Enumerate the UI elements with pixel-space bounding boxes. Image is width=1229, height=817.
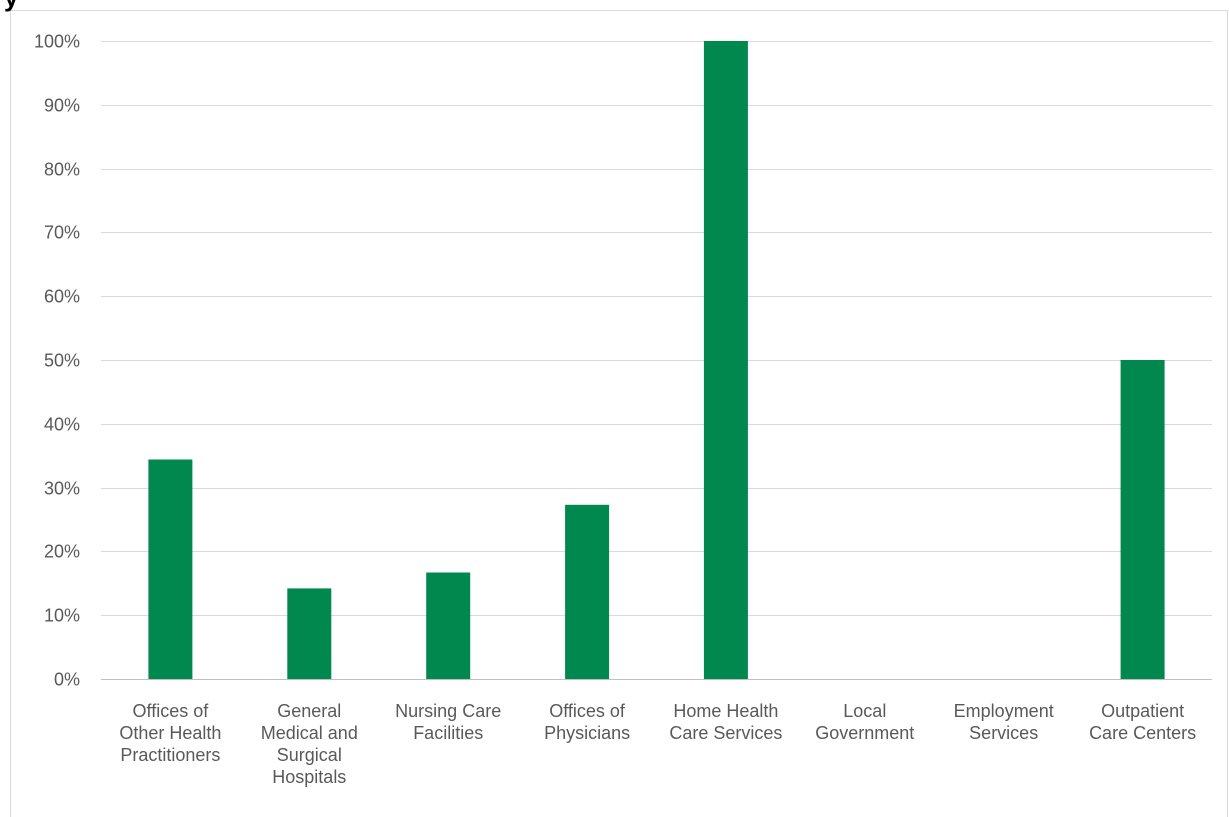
y-tick-label: 70% <box>44 223 80 243</box>
bar <box>148 459 193 679</box>
x-tick-label-line: Facilities <box>413 723 483 743</box>
x-tick-label: Offices of Physicians <box>544 701 630 743</box>
x-tick-label-line: Outpatient <box>1101 701 1184 721</box>
x-tick-label-line: Care Services <box>669 723 782 743</box>
x-tick-label-line: Services <box>969 723 1038 743</box>
x-tick-label: Offices of Other Health Practitioners <box>119 701 221 765</box>
x-tick-label: Local Government <box>815 701 914 743</box>
y-tick-label: 90% <box>44 96 80 116</box>
x-tick-label-line: Home Health <box>673 701 778 721</box>
bar <box>703 41 748 679</box>
bars <box>148 41 1165 679</box>
x-tick-label-line: Medical and <box>261 723 358 743</box>
y-tick-label: 80% <box>44 160 80 180</box>
x-tick-label-line: Surgical <box>277 745 342 765</box>
x-tick-label-line: Practitioners <box>120 745 220 765</box>
x-tick-label: Home Health Care Services <box>669 701 782 743</box>
x-tick-label-line: Offices of <box>549 701 626 721</box>
bar <box>426 572 471 679</box>
x-tick-label-line: Government <box>815 723 914 743</box>
y-tick-label: 20% <box>44 542 80 562</box>
bar <box>1120 360 1165 679</box>
x-tick-label: Outpatient Care Centers <box>1089 701 1196 743</box>
bar <box>287 588 332 679</box>
x-tick-label: Nursing Care Facilities <box>395 701 501 743</box>
x-axis-labels: Offices of Other Health PractitionersGener… <box>119 701 1196 787</box>
x-tick-label-line: Nursing Care <box>395 701 501 721</box>
y-tick-label: 40% <box>44 415 80 435</box>
gridlines <box>101 41 1212 616</box>
x-tick-label: General Medical and Surgical Hospitals <box>261 701 358 787</box>
x-tick-label-line: Physicians <box>544 723 630 743</box>
y-tick-label: 50% <box>44 351 80 371</box>
chart-title-fragment: y <box>4 0 19 12</box>
y-tick-label: 10% <box>44 606 80 626</box>
y-tick-label: 100% <box>34 32 80 52</box>
y-axis-ticks: 0% 10% 20% 30% 40% 50% 60% 70% 80% 90% 100% <box>34 32 80 690</box>
x-tick-label-line: Hospitals <box>272 767 346 787</box>
chart-border <box>10 10 1228 817</box>
x-tick-label: Employment Services <box>954 701 1054 743</box>
y-tick-label: 30% <box>44 479 80 499</box>
y-tick-label: 0% <box>54 670 80 690</box>
x-tick-label-line: Offices of <box>133 701 210 721</box>
x-tick-label-line: Employment <box>954 701 1054 721</box>
x-tick-label-line: General <box>277 701 341 721</box>
x-tick-label-line: Other Health <box>119 723 221 743</box>
x-tick-label-line: Care Centers <box>1089 723 1196 743</box>
x-tick-label-line: Local <box>843 701 886 721</box>
y-tick-label: 60% <box>44 287 80 307</box>
bar <box>565 504 610 679</box>
